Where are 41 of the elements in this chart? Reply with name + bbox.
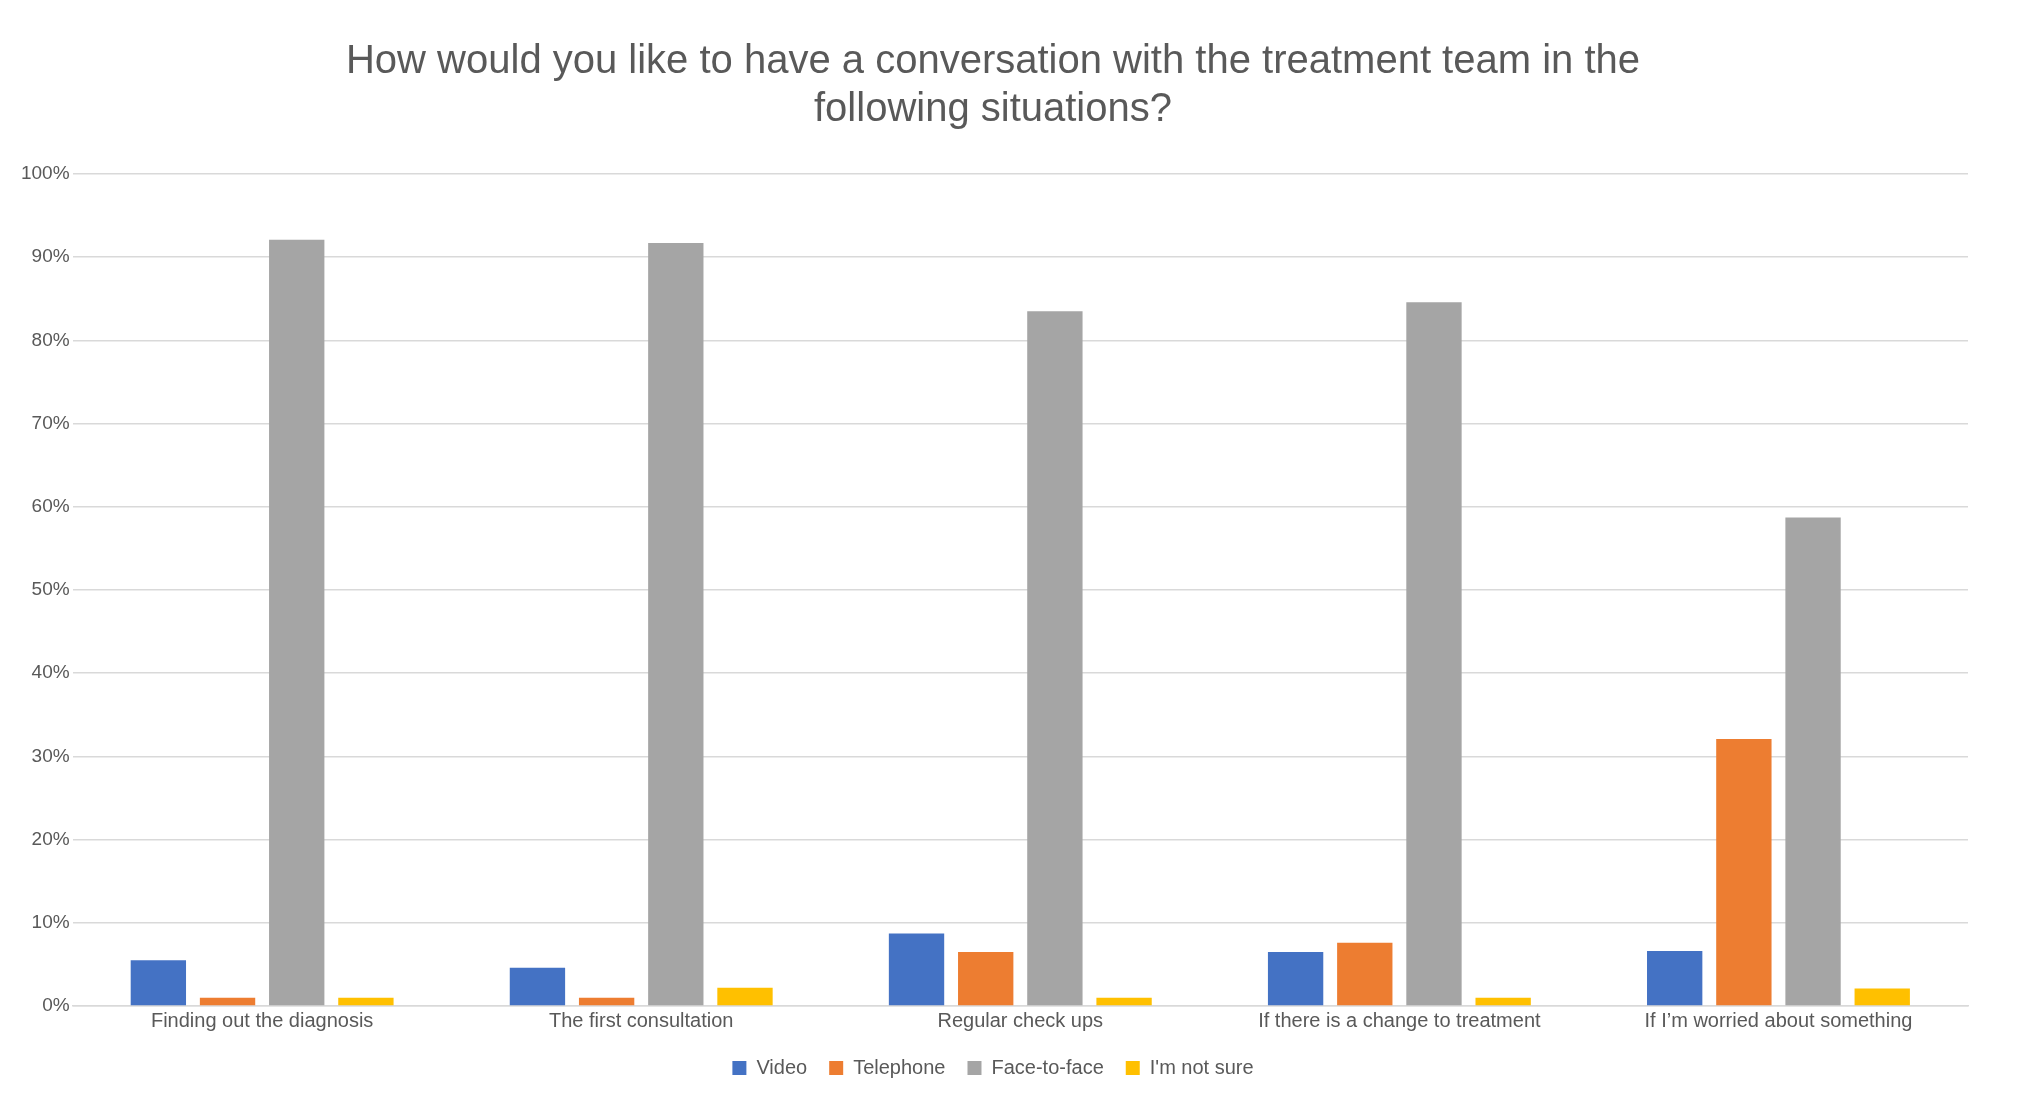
bar <box>1027 311 1083 1006</box>
x-tick-label: Finding out the diagnosis <box>150 1008 374 1031</box>
bar <box>1337 942 1393 1006</box>
bar <box>648 243 704 1006</box>
y-tick-label: 90% <box>31 245 70 267</box>
bar <box>1406 302 1462 1006</box>
bar <box>578 997 635 1006</box>
bar <box>199 997 256 1006</box>
bar <box>1647 951 1703 1006</box>
y-tick-label: 40% <box>31 661 70 683</box>
bar <box>1854 988 1910 1006</box>
x-tick-label: If there is a change to treatment <box>1258 1008 1542 1031</box>
bar <box>1267 951 1324 1006</box>
y-tick-label: 50% <box>31 578 70 600</box>
chart-title: How would you like to have a conversation with the treatment team in the following situations? <box>345 37 1641 130</box>
bar <box>958 951 1014 1006</box>
bar <box>717 987 773 1006</box>
bar <box>1096 997 1152 1006</box>
bar <box>1785 517 1841 1006</box>
y-tick-label: 60% <box>31 495 70 517</box>
bar <box>338 997 394 1006</box>
bar <box>1716 738 1772 1006</box>
y-tick-label: 30% <box>31 744 70 766</box>
x-tick-label: If I’m worried about something <box>1644 1008 1913 1031</box>
x-tick-label: Regular check ups <box>937 1008 1104 1031</box>
bar <box>888 933 945 1006</box>
bar <box>509 967 566 1006</box>
y-tick-label: 0% <box>42 994 70 1016</box>
x-tick-label: The first consultation <box>548 1008 734 1031</box>
bar <box>1475 997 1531 1006</box>
bar <box>269 239 325 1006</box>
y-tick-label: 70% <box>31 411 70 433</box>
legend-label: Telephone <box>853 1055 946 1078</box>
y-tick-label: 10% <box>31 911 70 933</box>
legend-label: I'm not sure <box>1149 1055 1254 1078</box>
legend-label: Face-to-face <box>991 1055 1104 1078</box>
y-tick-label: 80% <box>31 328 70 350</box>
y-tick-label: 100% <box>20 162 70 184</box>
bar <box>130 960 187 1006</box>
legend-label: Video <box>756 1055 808 1078</box>
y-tick-label: 20% <box>31 827 70 849</box>
